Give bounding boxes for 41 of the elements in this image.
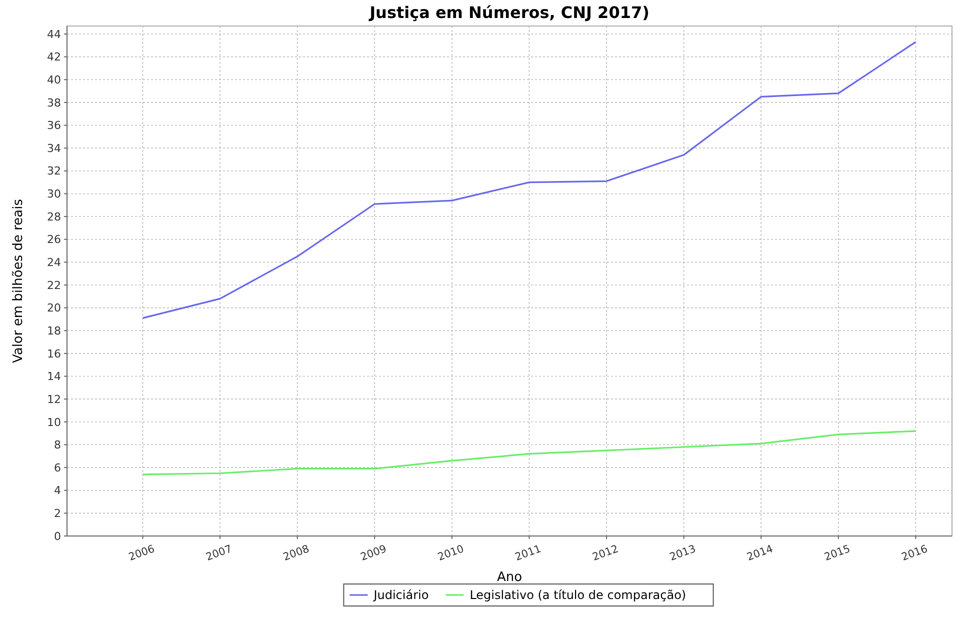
y-tick-label: 38 — [47, 96, 61, 110]
x-tick-label: 2016 — [900, 542, 930, 564]
y-tick-label: 6 — [54, 461, 61, 474]
y-tick-label: 18 — [47, 324, 61, 338]
y-tick-label: 34 — [47, 142, 61, 155]
line-series — [142, 41, 916, 319]
x-tick-label: 2006 — [127, 542, 157, 564]
y-tick-label: 10 — [47, 416, 61, 429]
y-tick-label: 0 — [54, 530, 61, 543]
x-tick-label: 2007 — [204, 542, 234, 564]
y-tick-label: 44 — [47, 28, 61, 41]
y-tick-label: 36 — [47, 119, 61, 132]
y-tick-label: 22 — [47, 278, 61, 292]
y-tick-label: 24 — [47, 256, 61, 270]
y-axis-title: Valor em bilhões de reais — [11, 198, 26, 364]
x-tick-label: 2013 — [668, 542, 698, 564]
legend-label: Judiciário — [372, 588, 429, 602]
y-tick-label: 30 — [47, 188, 61, 201]
y-tick-label: 40 — [47, 73, 61, 86]
chart-title: Justiça em Números, CNJ 2017) — [368, 3, 650, 22]
y-tick-label: 28 — [47, 210, 61, 224]
y-tick-label: 8 — [54, 438, 61, 452]
x-tick-label: 2008 — [282, 542, 311, 564]
x-tick-label: 2011 — [514, 542, 543, 564]
y-tick-label: 42 — [47, 50, 61, 64]
y-tick-label: 16 — [47, 347, 61, 360]
line-series — [142, 430, 916, 476]
x-tick-label: 2014 — [745, 542, 775, 564]
y-tick-label: 12 — [47, 392, 61, 406]
y-tick-label: 2 — [54, 507, 61, 520]
x-tick-label: 2015 — [822, 542, 852, 564]
y-tick-label: 26 — [47, 233, 61, 246]
legend-label: Legislativo (a título de comparação) — [470, 588, 686, 602]
y-tick-label: 14 — [47, 370, 61, 384]
x-tick-label: 2010 — [436, 542, 466, 564]
x-tick-label: 2009 — [358, 542, 388, 564]
x-axis-title: Ano — [496, 570, 522, 585]
y-tick-label: 32 — [47, 164, 61, 178]
y-tick-label: 4 — [54, 484, 61, 498]
y-tick-label: 20 — [47, 302, 61, 315]
x-tick-label: 2012 — [590, 542, 620, 564]
